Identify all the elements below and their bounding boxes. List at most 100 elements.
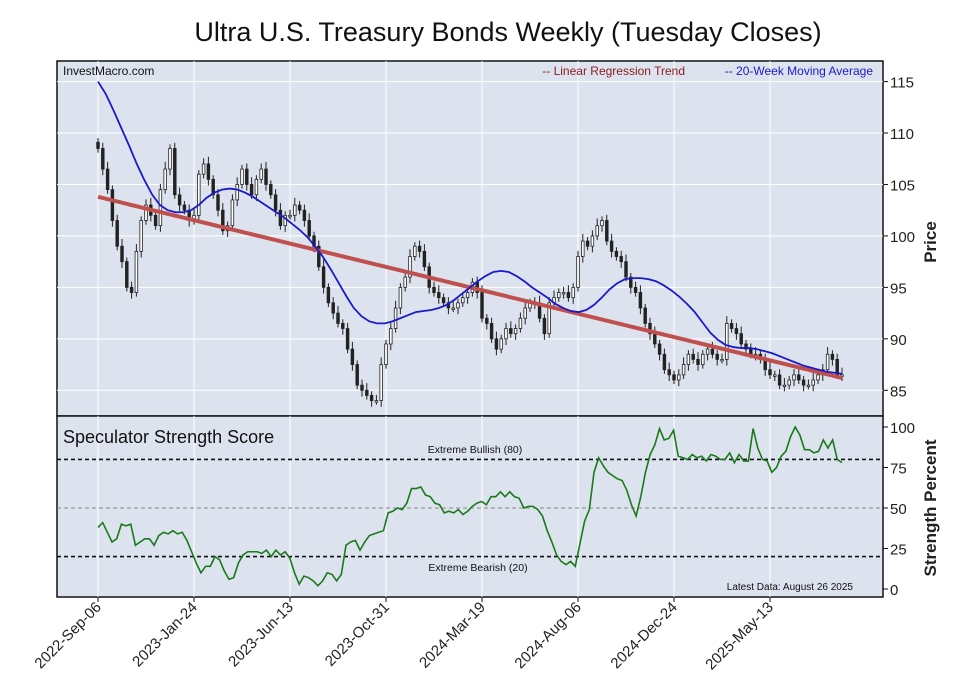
candle-body (662, 353, 667, 371)
candle-body (633, 286, 638, 293)
candle-body (417, 245, 422, 252)
candle-body (211, 178, 215, 196)
candle-body (816, 374, 820, 381)
candle (158, 183, 163, 232)
candle (134, 244, 139, 297)
candle-body (691, 353, 695, 360)
candle-body (259, 168, 263, 180)
candle (561, 286, 566, 299)
candle-body (720, 359, 724, 362)
candle-body (105, 168, 110, 191)
candle-body (269, 184, 273, 196)
price-grid (57, 61, 883, 416)
candle-body (278, 209, 283, 227)
candle (509, 321, 513, 338)
candle (235, 177, 239, 207)
candle-body (120, 245, 124, 263)
candle (662, 348, 667, 374)
candle-body (643, 307, 647, 324)
candle (581, 233, 585, 263)
candle-body (710, 348, 715, 355)
candle-body (389, 328, 393, 345)
candle-body (206, 163, 211, 180)
price-candles (96, 138, 844, 407)
strength-tick-label: 100 (890, 420, 915, 437)
candle-body (293, 204, 297, 216)
candle-body (542, 317, 547, 335)
candle (643, 303, 647, 328)
candle-body (696, 359, 700, 365)
candle-body (667, 369, 671, 376)
candle-body (638, 292, 643, 309)
candle-body (494, 338, 499, 350)
candle (624, 254, 628, 282)
candle-body (393, 307, 398, 329)
candle-body (341, 322, 345, 329)
candle (499, 334, 503, 354)
candle (437, 285, 441, 304)
candle-body (249, 184, 254, 196)
candle-body (456, 302, 460, 309)
candle (153, 211, 158, 230)
candle-body (792, 374, 796, 381)
candle (297, 200, 302, 215)
candle-body (461, 297, 465, 304)
source-label: InvestMacro.com (63, 64, 154, 78)
candle-body (485, 317, 489, 324)
candle (422, 244, 427, 271)
candle-body (734, 328, 739, 335)
candle (355, 360, 359, 390)
x-tick-label: 2023-Oct-31 (322, 599, 393, 670)
candle (811, 372, 815, 392)
moving-average-line (97, 81, 843, 375)
candle (216, 189, 220, 217)
strength-score-line (97, 425, 843, 587)
candle (168, 144, 172, 176)
candle (542, 314, 547, 340)
candle (360, 379, 364, 397)
candle (629, 272, 633, 294)
candle-body (595, 225, 599, 237)
candle (105, 161, 110, 194)
latest-data-note: Latest Data: August 26 2025 (727, 582, 854, 593)
candle-body (216, 194, 220, 211)
price-tick-label: 105 (890, 177, 915, 194)
candle-body (806, 384, 811, 388)
candle-body (153, 214, 158, 227)
candle-body (273, 194, 278, 211)
candle (657, 339, 662, 361)
candle (221, 203, 225, 235)
candle (768, 362, 772, 379)
strength-panel-title: Speculator Strength Score (63, 427, 274, 447)
candle-body (369, 395, 374, 401)
candle (129, 281, 134, 299)
candle-body (576, 256, 580, 288)
candle (456, 298, 460, 315)
candle (345, 322, 350, 354)
candle-body (182, 204, 187, 211)
candle (595, 218, 599, 241)
ref-label-bearish: Extreme Bearish (20) (428, 562, 527, 574)
candle (619, 250, 623, 268)
candle (638, 285, 643, 315)
candle (571, 283, 575, 304)
candle-body (403, 276, 407, 288)
candle (681, 357, 686, 379)
candle (365, 383, 369, 400)
candle-body (825, 353, 830, 371)
candle (441, 293, 446, 307)
candle-body (317, 245, 321, 268)
candle (787, 375, 791, 390)
candle (350, 341, 355, 371)
candle (331, 297, 335, 320)
candle-body (782, 384, 787, 388)
candle-body (374, 400, 379, 403)
candle-body (605, 220, 609, 242)
candle (720, 353, 724, 364)
candle (633, 281, 638, 297)
candle (609, 233, 614, 258)
candle (691, 348, 695, 364)
candle-body (422, 250, 427, 268)
price-panel: InvestMacro.com -- Linear Regression Tre… (56, 60, 940, 417)
candle-body (134, 250, 139, 293)
